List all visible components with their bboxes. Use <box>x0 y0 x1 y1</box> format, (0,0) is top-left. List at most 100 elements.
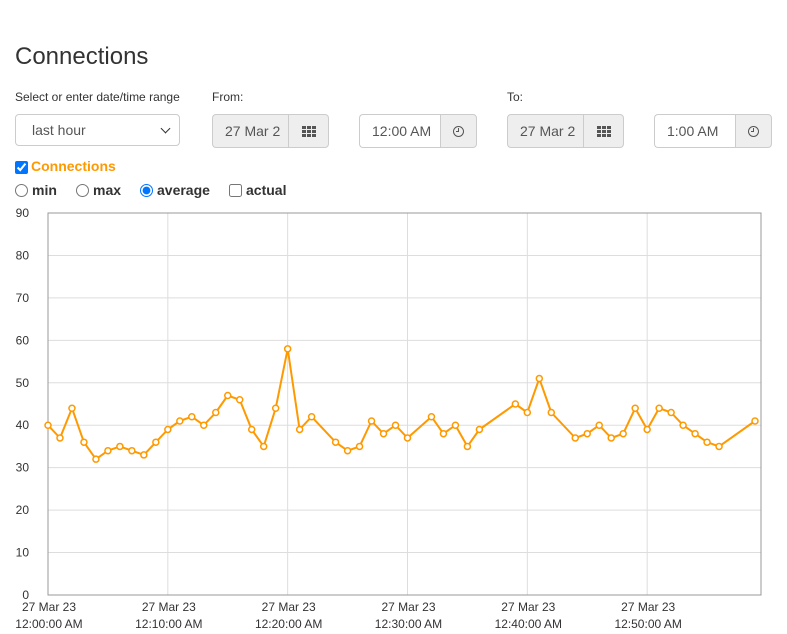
data-point <box>56 434 64 442</box>
to-date-picker-button[interactable] <box>583 114 624 148</box>
connections-series-checkbox[interactable] <box>15 161 28 174</box>
data-point <box>535 374 544 383</box>
actual-checkbox[interactable] <box>229 183 242 197</box>
average-label: average <box>157 182 210 198</box>
x-tick-label-date: 27 Mar 23 <box>142 600 196 614</box>
x-tick-label-time: 12:50:00 AM <box>614 617 681 631</box>
calendar-grid-icon <box>596 125 611 137</box>
data-point <box>631 404 639 412</box>
from-time-picker-button[interactable] <box>440 114 477 148</box>
data-point <box>643 425 651 434</box>
data-point <box>331 438 340 446</box>
data-point <box>703 438 711 446</box>
y-tick-label: 90 <box>16 206 30 220</box>
data-point <box>92 455 100 463</box>
option-actual[interactable]: actual <box>229 182 286 198</box>
y-tick-label: 80 <box>16 248 30 262</box>
data-point <box>140 451 148 459</box>
range-select[interactable]: last hour <box>15 114 180 146</box>
to-time-input[interactable]: 1:00 AM <box>654 114 735 148</box>
data-point <box>116 442 124 451</box>
data-point <box>188 412 196 421</box>
page-title: Connections <box>15 43 149 70</box>
data-point <box>571 434 580 442</box>
clock-icon <box>453 125 464 137</box>
data-point <box>235 396 244 404</box>
from-date-input[interactable]: 27 Mar 2 <box>212 114 288 148</box>
data-point <box>283 345 292 353</box>
data-point <box>451 421 460 429</box>
data-point <box>475 425 484 434</box>
data-point <box>547 408 556 417</box>
data-point <box>403 434 412 442</box>
data-point <box>176 417 184 425</box>
x-tick-label-date: 27 Mar 23 <box>262 600 316 614</box>
to-time-group: 1:00 AM <box>654 114 772 148</box>
data-point <box>367 417 376 425</box>
data-point <box>164 425 172 434</box>
data-point <box>751 417 759 425</box>
data-point <box>247 425 256 434</box>
to-date-input[interactable]: 27 Mar 2 <box>507 114 583 148</box>
data-point <box>427 412 436 421</box>
min-radio[interactable] <box>15 183 28 197</box>
data-point <box>355 442 364 451</box>
average-radio[interactable] <box>140 183 153 197</box>
x-tick-label-time: 12:30:00 AM <box>375 617 442 631</box>
data-point <box>619 429 627 438</box>
data-point <box>271 404 280 412</box>
min-label: min <box>32 182 57 198</box>
data-point <box>128 446 136 455</box>
data-point <box>104 446 112 455</box>
from-label: From: <box>212 90 244 104</box>
data-point <box>295 425 304 434</box>
data-point <box>655 404 663 412</box>
max-radio[interactable] <box>76 183 89 197</box>
from-date-group: 27 Mar 2 <box>212 114 329 148</box>
data-point <box>80 438 88 446</box>
range-select-value: last hour <box>32 122 86 138</box>
y-tick-label: 20 <box>16 503 30 517</box>
data-point <box>463 442 472 451</box>
data-point <box>44 421 52 429</box>
option-min[interactable]: min <box>15 182 57 198</box>
calendar-grid-icon <box>301 125 316 137</box>
clock-icon <box>748 125 759 137</box>
data-point <box>523 408 532 417</box>
data-point <box>307 412 316 421</box>
from-time-input[interactable]: 12:00 AM <box>359 114 440 148</box>
data-point <box>212 408 220 417</box>
y-tick-label: 60 <box>16 333 30 347</box>
data-point <box>200 421 208 429</box>
y-tick-label: 30 <box>16 461 30 475</box>
actual-label: actual <box>246 182 287 198</box>
data-point <box>511 400 520 408</box>
from-date-picker-button[interactable] <box>288 114 329 148</box>
data-point <box>691 429 699 438</box>
option-average[interactable]: average <box>140 182 210 198</box>
x-tick-label-date: 27 Mar 23 <box>22 600 76 614</box>
range-label: Select or enter date/time range <box>15 90 180 104</box>
to-time-picker-button[interactable] <box>735 114 772 148</box>
connections-series-label: Connections <box>31 158 116 174</box>
y-tick-label: 50 <box>16 376 30 390</box>
data-point <box>607 434 615 442</box>
y-tick-label: 40 <box>16 418 30 432</box>
data-point <box>152 438 160 446</box>
data-point <box>379 429 388 438</box>
to-label: To: <box>507 90 524 104</box>
data-point <box>583 429 591 438</box>
x-tick-label-date: 27 Mar 23 <box>621 600 675 614</box>
data-point <box>68 404 76 412</box>
option-max[interactable]: max <box>76 182 121 198</box>
data-point <box>343 446 352 455</box>
data-point <box>595 421 603 429</box>
y-tick-label: 10 <box>16 546 30 560</box>
x-tick-label-time: 12:40:00 AM <box>495 617 562 631</box>
data-point <box>715 442 723 451</box>
x-tick-label-time: 12:20:00 AM <box>255 617 322 631</box>
y-tick-label: 70 <box>16 291 30 305</box>
to-date-group: 27 Mar 2 <box>507 114 624 148</box>
data-point <box>391 421 400 429</box>
